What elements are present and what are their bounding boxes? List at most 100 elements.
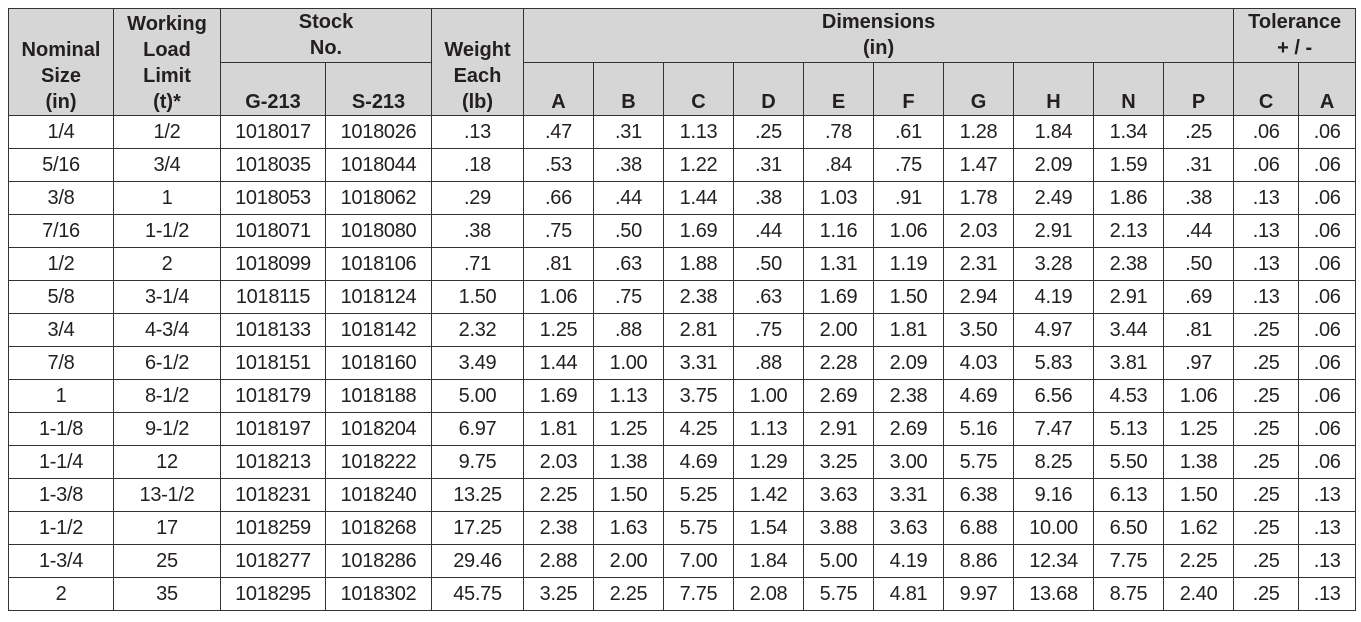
cell: 1.50 <box>431 280 524 314</box>
cell: .06 <box>1298 379 1357 413</box>
cell: .38 <box>1162 181 1235 215</box>
data-row: 1-1/8 9-1/2 1018197 1018204 6.97 1.81 1.25 4.25… <box>8 412 1357 446</box>
cell: .47 <box>523 115 594 149</box>
cell: .78 <box>803 115 874 149</box>
data-row: 2 35 1018295 1018302 45.75 3.25 2.25 7.75 2.08 5.… <box>8 577 1357 611</box>
cell: 2.25 <box>523 478 594 512</box>
cell: 5/8 <box>8 280 114 314</box>
cell: 2.94 <box>943 280 1014 314</box>
cell: 1.22 <box>663 148 734 182</box>
cell: .13 <box>1233 247 1300 281</box>
cell: 9.97 <box>943 577 1014 611</box>
cell: 2.38 <box>1093 247 1164 281</box>
cell: .53 <box>523 148 594 182</box>
cell: 1.84 <box>1013 115 1094 149</box>
cell: 5.83 <box>1013 346 1094 380</box>
cell: 4.53 <box>1093 379 1164 413</box>
cell: 1.81 <box>873 313 944 347</box>
column-header: Stock No. <box>220 8 432 63</box>
cell: .71 <box>431 247 524 281</box>
cell: 3.63 <box>873 511 944 545</box>
cell: 1018062 <box>325 181 432 215</box>
cell: 3.44 <box>1093 313 1164 347</box>
header-line: (in) <box>45 91 77 113</box>
cell: 1-1/2 <box>8 511 114 545</box>
cell: 4.69 <box>663 445 734 479</box>
cell: 1018197 <box>220 412 326 446</box>
cell: 1.88 <box>663 247 734 281</box>
cell: 3.75 <box>663 379 734 413</box>
cell: .25 <box>1233 346 1300 380</box>
cell: 5.75 <box>663 511 734 545</box>
cell: 2.25 <box>1162 544 1235 578</box>
cell: .06 <box>1233 115 1300 149</box>
cell: 2.03 <box>943 214 1014 248</box>
cell: 6.97 <box>431 412 524 446</box>
header-line: Limit <box>143 65 191 87</box>
cell: 1.84 <box>733 544 804 578</box>
cell: .29 <box>431 181 524 215</box>
cell: 3.49 <box>431 346 524 380</box>
cell: 2.08 <box>733 577 804 611</box>
header-line: Each <box>453 65 502 87</box>
cell: 6.13 <box>1093 478 1164 512</box>
cell: 1.44 <box>663 181 734 215</box>
cell: 1.00 <box>593 346 664 380</box>
spec-table: Nominal Size (in) Working Load Limit (t)* Stock… <box>8 8 1357 611</box>
cell: 2.09 <box>873 346 944 380</box>
cell: 12.34 <box>1013 544 1094 578</box>
cell: .13 <box>1233 181 1300 215</box>
cell: 1-1/2 <box>113 214 221 248</box>
cell: 3.25 <box>803 445 874 479</box>
cell: .06 <box>1298 247 1357 281</box>
cell: 1018124 <box>325 280 432 314</box>
cell: 1.69 <box>523 379 594 413</box>
cell: 2 <box>8 577 114 611</box>
header-line: (in) <box>863 37 895 59</box>
cell: .88 <box>733 346 804 380</box>
cell: 1.29 <box>733 445 804 479</box>
cell: .44 <box>593 181 664 215</box>
cell: 7.00 <box>663 544 734 578</box>
cell: 1018240 <box>325 478 432 512</box>
data-row: 3/8 1 1018053 1018062.29.66.44 1.44.38 1.03.9… <box>8 181 1357 215</box>
cell: 1.16 <box>803 214 874 248</box>
header-row: Nominal Size (in) Working Load Limit (t)* Stock… <box>8 8 1357 116</box>
cell: .06 <box>1298 181 1357 215</box>
sub-header: E <box>803 62 874 116</box>
cell: .50 <box>593 214 664 248</box>
sub-header: G <box>943 62 1014 116</box>
cell: 1018071 <box>220 214 326 248</box>
data-row: 5/8 3-1/4 1018115 1018124 1.50 1.06.75 2.38.63… <box>8 280 1357 314</box>
header-row: G-213 S-213 A B C D E F G H N P C A <box>9 62 1357 116</box>
cell: 9.16 <box>1013 478 1094 512</box>
cell: 2.81 <box>663 313 734 347</box>
cell: .75 <box>593 280 664 314</box>
cell: 2.09 <box>1013 148 1094 182</box>
cell: .06 <box>1298 280 1357 314</box>
header-line: Stock <box>298 11 354 33</box>
cell: 1.78 <box>943 181 1014 215</box>
cell: 1.47 <box>943 148 1014 182</box>
cell: .06 <box>1298 115 1357 149</box>
data-row: 1-3/4 25 1018277 1018286 29.46 2.88 2.00 7.00 1.… <box>8 544 1357 578</box>
data-row: 1/4 1/2 1018017 1018026.13.47.31 1.13.25.78.… <box>8 115 1357 149</box>
cell: 3.31 <box>873 478 944 512</box>
cell: 8.86 <box>943 544 1014 578</box>
cell: 1018204 <box>325 412 432 446</box>
cell: 1018044 <box>325 148 432 182</box>
cell: .66 <box>523 181 594 215</box>
cell: 6.50 <box>1093 511 1164 545</box>
cell: 1/2 <box>8 247 114 281</box>
cell: .97 <box>1162 346 1235 380</box>
cell: 1.38 <box>593 445 664 479</box>
cell: .91 <box>873 181 944 215</box>
cell: 1.69 <box>663 214 734 248</box>
cell: 1.19 <box>873 247 944 281</box>
sub-header: F <box>873 62 944 116</box>
cell: 17.25 <box>431 511 524 545</box>
header-line: (lb) <box>461 91 494 113</box>
cell: .25 <box>1233 379 1300 413</box>
cell: 4.25 <box>663 412 734 446</box>
cell: 3/8 <box>8 181 114 215</box>
